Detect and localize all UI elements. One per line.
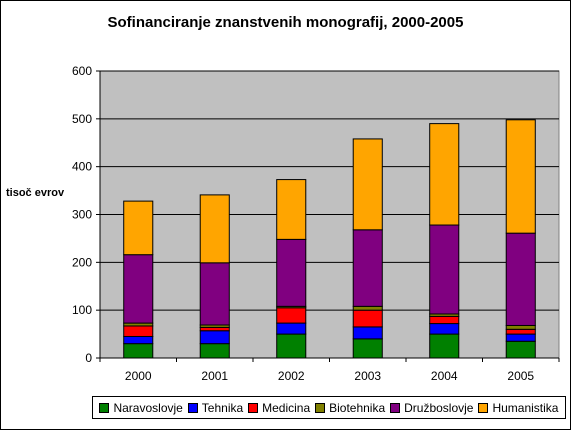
bar-medicina-2002	[276, 307, 307, 324]
legend-swatch	[248, 402, 259, 413]
bar-medicina-2003	[352, 309, 383, 328]
legend-item: Medicina	[248, 401, 310, 415]
legend-label: Biotehnika	[329, 400, 386, 415]
x-tick-label: 2003	[354, 369, 381, 383]
bar-humanistika-2001	[199, 194, 230, 264]
legend-swatch	[478, 402, 489, 413]
legend-swatch	[315, 402, 326, 413]
bar-družboslovje-2002	[276, 238, 307, 307]
x-tick-label: 2004	[431, 369, 458, 383]
bar-medicina-2005	[505, 328, 536, 335]
bar-medicina-2004	[429, 315, 460, 325]
bar-družboslovje-2005	[505, 232, 536, 326]
bar-medicina-2001	[199, 326, 230, 332]
y-tick-label: 300	[72, 208, 92, 222]
bar-družboslovje-2003	[352, 229, 383, 307]
x-tick-label: 2000	[125, 369, 152, 383]
bar-naravoslovje-2000	[123, 343, 154, 359]
y-tick-label: 100	[72, 303, 92, 317]
bar-družboslovje-2004	[429, 224, 460, 315]
legend-label: Humanistika	[492, 400, 559, 415]
legend-item: Humanistika	[478, 401, 558, 415]
bar-naravoslovje-2002	[276, 333, 307, 359]
bar-tehnika-2002	[276, 322, 307, 335]
bar-naravoslovje-2003	[352, 338, 383, 359]
bar-družboslovje-2000	[123, 254, 154, 324]
y-tick-label: 0	[85, 351, 92, 365]
bar-družboslovje-2001	[199, 262, 230, 326]
bar-tehnika-2000	[123, 335, 154, 345]
bar-humanistika-2005	[505, 119, 536, 234]
legend-swatch	[99, 402, 110, 413]
bar-naravoslovje-2004	[429, 333, 460, 359]
bar-tehnika-2005	[505, 333, 536, 342]
bar-tehnika-2003	[352, 326, 383, 340]
legend-item: Biotehnika	[315, 401, 385, 415]
y-tick-label: 600	[72, 64, 92, 78]
bar-humanistika-2002	[276, 179, 307, 240]
bar-tehnika-2004	[429, 323, 460, 335]
bar-humanistika-2004	[429, 123, 460, 226]
legend-label: Naravoslovje	[113, 400, 183, 415]
legend-label: Tehnika	[201, 400, 244, 415]
y-tick-label: 500	[72, 112, 92, 126]
legend-label: Medicina	[262, 400, 311, 415]
y-tick-label: 400	[72, 160, 92, 174]
chart-legend: Naravoslovje Tehnika Medicina Biotehnika Dru…	[92, 396, 566, 419]
x-tick-label: 2001	[201, 369, 228, 383]
legend-item: Družboslovje	[390, 401, 473, 415]
x-tick-label: 2005	[507, 369, 534, 383]
chart-title: Sofinanciranje znanstvenih monografij, 2…	[107, 14, 464, 31]
y-axis-label: tisoč evrov	[6, 187, 65, 199]
bar-tehnika-2001	[199, 330, 230, 345]
legend-item: Naravoslovje	[99, 400, 183, 415]
bar-medicina-2000	[123, 325, 154, 337]
bar-naravoslovje-2001	[199, 343, 230, 359]
bar-biotehnika-2003	[352, 305, 383, 311]
bar-biotehnika-2005	[505, 324, 536, 330]
y-tick-label: 200	[72, 255, 92, 269]
bar-humanistika-2000	[123, 200, 154, 256]
x-tick-label: 2002	[278, 369, 305, 383]
legend-swatch	[390, 402, 401, 413]
legend-item: Tehnika	[187, 400, 244, 415]
bar-humanistika-2003	[352, 138, 383, 231]
legend-label: Družboslovje	[404, 400, 474, 415]
bar-naravoslovje-2005	[505, 340, 536, 359]
legend-swatch	[187, 402, 198, 413]
